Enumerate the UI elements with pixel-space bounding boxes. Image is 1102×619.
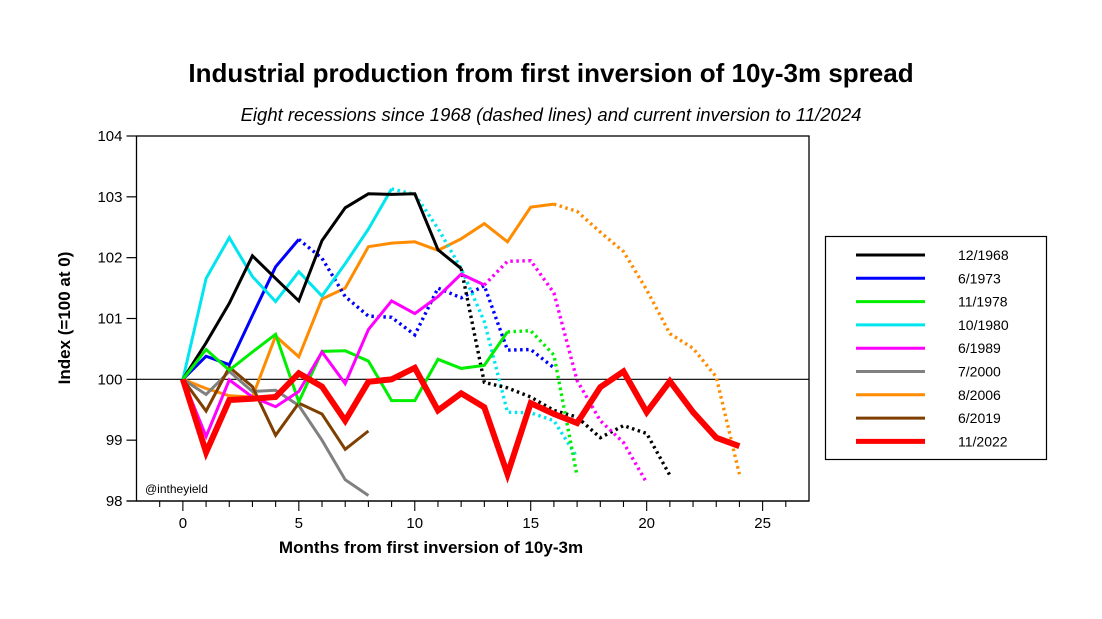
series-line-solid (181, 238, 300, 381)
y-tick-label: 102 (97, 250, 122, 267)
series-line-dashed (297, 238, 555, 370)
axes: 98 99 100 101 102 103 104 0 5 10 15 20 25 (97, 128, 809, 532)
series-11-2022 (180, 363, 741, 484)
legend-label: 12/1968 (958, 247, 1009, 263)
plot-area (135, 135, 810, 502)
x-tick-label: 20 (638, 515, 655, 532)
plot-frame (135, 135, 810, 502)
y-tick-label: 103 (97, 189, 122, 206)
series-line-solid (181, 188, 393, 380)
chart-subtitle: Eight recessions since 1968 (dashed line… (240, 104, 862, 125)
y-tick-label: 98 (106, 493, 123, 510)
x-tick-label: 15 (522, 515, 539, 532)
legend-label: 6/1989 (958, 340, 1001, 356)
y-tick-label: 101 (97, 311, 122, 328)
legend: 12/1968 6/1973 11/1978 10/1980 6/1989 7/2000 8… (824, 235, 1048, 461)
x-tick-label: 5 (295, 515, 303, 532)
x-tick-label: 0 (179, 515, 187, 532)
legend-label: 11/1978 (958, 294, 1008, 310)
y-tick-label: 104 (97, 128, 122, 145)
series-line-dashed (459, 268, 672, 477)
series-11-1978 (181, 328, 579, 477)
legend-label: 8/2006 (958, 387, 1001, 403)
legend-label: 6/1973 (958, 270, 1001, 286)
y-tick-label: 99 (106, 432, 123, 449)
x-tick-label: 25 (754, 515, 771, 532)
series-10-1980 (181, 187, 579, 459)
series-layer (180, 187, 742, 497)
legend-label: 7/2000 (958, 364, 1001, 380)
x-tick-label: 10 (406, 515, 423, 532)
series-12-1968 (181, 192, 672, 477)
y-tick-label: 100 (97, 371, 122, 388)
series-line-dashed (483, 258, 649, 484)
x-axis-label: Months from first inversion of 10y-3m (279, 538, 583, 557)
legend-label: 11/2022 (958, 433, 1008, 449)
legend-label: 10/1980 (958, 317, 1009, 333)
y-axis-label: Index (=100 at 0) (55, 252, 74, 385)
series-line-solid (181, 272, 485, 441)
watermark: @intheyield (145, 482, 208, 496)
legend-label: 6/2019 (958, 410, 1001, 426)
chart-title: Industrial production from first inversi… (188, 58, 914, 88)
